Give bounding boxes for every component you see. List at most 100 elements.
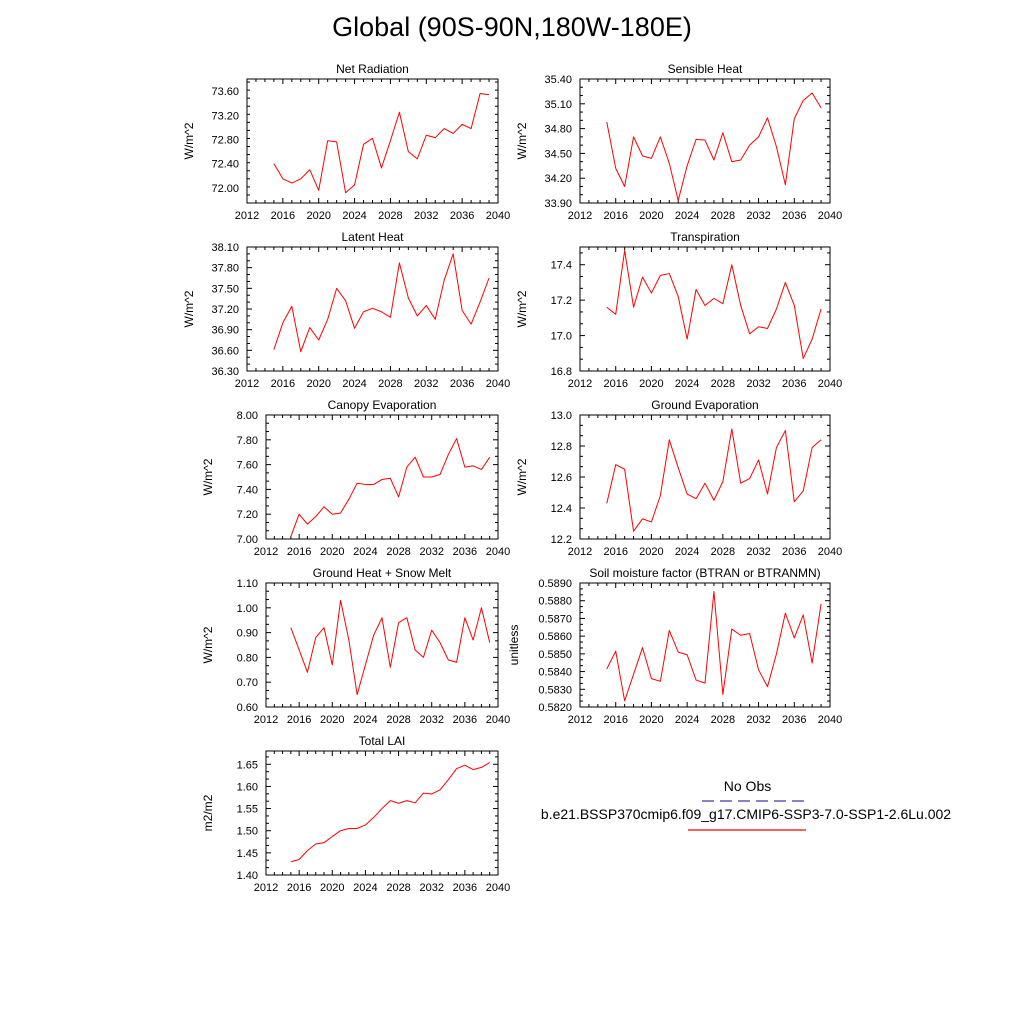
plot-frame <box>265 414 499 540</box>
x-tick-label: 2028 <box>378 378 402 390</box>
chart-panel-3: Latent Heat 2012 2016 2020 2024 2028 2032 2036 2… <box>182 230 510 390</box>
x-tick-label: 2020 <box>306 378 330 390</box>
y-tick-label: 13.0 <box>551 410 572 422</box>
panel-title: Soil moisture factor (BTRAN or BTRANMN) <box>589 566 820 580</box>
x-tick-label: 2016 <box>603 210 627 222</box>
y-tick-label: 33.90 <box>544 198 572 210</box>
x-tick-label: 2016 <box>271 378 295 390</box>
plot-frame <box>246 78 499 204</box>
y-tick-label: 0.5870 <box>538 613 572 625</box>
y-tick-label: 0.5890 <box>538 578 572 590</box>
x-tick-label: 2040 <box>818 546 842 558</box>
y-tick-label: 73.60 <box>211 86 239 98</box>
x-tick-label: 2036 <box>782 714 806 726</box>
plot-frame <box>579 414 831 540</box>
y-tick-label: 36.60 <box>211 345 239 357</box>
series-line <box>606 591 822 702</box>
series-line <box>290 438 491 537</box>
y-tick-label: 12.2 <box>551 534 572 546</box>
x-tick-label: 2012 <box>568 546 592 558</box>
x-tick-label: 2012 <box>235 378 259 390</box>
y-tick-label: 0.5860 <box>538 631 572 643</box>
x-tick-label: 2028 <box>378 210 402 222</box>
x-tick-label: 2028 <box>386 882 410 894</box>
x-tick-label: 2020 <box>639 714 663 726</box>
x-tick-label: 2032 <box>746 714 770 726</box>
x-tick-label: 2020 <box>320 546 344 558</box>
y-tick-label: 0.90 <box>237 628 258 640</box>
x-tick-label: 2028 <box>711 378 735 390</box>
y-tick-label: 8.00 <box>237 410 258 422</box>
x-tick-label: 2016 <box>603 378 627 390</box>
y-tick-label: 72.00 <box>211 183 239 195</box>
y-tick-label: 7.80 <box>237 435 258 447</box>
x-tick-label: 2012 <box>568 210 592 222</box>
panel-title: Sensible Heat <box>668 62 743 76</box>
y-axis-label: W/m^2 <box>515 458 529 495</box>
x-tick-label: 2028 <box>386 546 410 558</box>
y-tick-label: 17.4 <box>551 260 572 272</box>
y-tick-label: 1.40 <box>237 870 258 882</box>
panel-title: Ground Evaporation <box>651 398 758 412</box>
chart-panel-5: Canopy Evaporation 2012 2016 2020 2024 2028 20… <box>201 398 510 558</box>
y-tick-label: 0.5840 <box>538 667 572 679</box>
x-tick-label: 2020 <box>639 378 663 390</box>
y-tick-label: 37.80 <box>211 263 239 275</box>
x-tick-label: 2024 <box>675 378 699 390</box>
x-tick-label: 2032 <box>746 210 770 222</box>
x-tick-label: 2012 <box>235 210 259 222</box>
x-tick-label: 2040 <box>486 378 510 390</box>
y-tick-label: 1.65 <box>237 759 258 771</box>
series-line <box>273 253 490 353</box>
panel-title: Latent Heat <box>341 230 404 244</box>
x-tick-label: 2016 <box>287 714 311 726</box>
legend-obs-line <box>702 800 806 802</box>
x-tick-label: 2036 <box>453 546 477 558</box>
y-tick-label: 0.80 <box>237 652 258 664</box>
x-tick-label: 2024 <box>675 210 699 222</box>
y-axis-label: W/m^2 <box>182 122 196 159</box>
y-axis-label: m2/m2 <box>201 794 215 831</box>
y-tick-label: 35.10 <box>544 99 572 111</box>
y-tick-label: 34.50 <box>544 148 572 160</box>
x-tick-label: 2012 <box>254 882 278 894</box>
series-line <box>606 92 822 202</box>
legend-case-label: b.e21.BSSP370cmip6.f09_g17.CMIP6-SSP3-7.… <box>540 806 952 822</box>
y-tick-label: 0.5830 <box>538 684 572 696</box>
x-tick-label: 2040 <box>486 546 510 558</box>
x-tick-label: 2036 <box>453 882 477 894</box>
plot-frame <box>579 582 831 708</box>
y-tick-label: 7.20 <box>237 509 258 521</box>
x-tick-label: 2012 <box>568 714 592 726</box>
y-tick-label: 72.80 <box>211 134 239 146</box>
x-tick-label: 2036 <box>782 378 806 390</box>
x-tick-label: 2028 <box>711 714 735 726</box>
x-tick-label: 2032 <box>419 714 443 726</box>
chart-panel-8: Soil moisture factor (BTRAN or BTRANMN) 2… <box>507 566 842 726</box>
series-line <box>606 250 822 360</box>
panel-title: Net Radiation <box>336 62 409 76</box>
y-tick-label: 12.6 <box>551 472 572 484</box>
x-tick-label: 2032 <box>419 882 443 894</box>
x-tick-label: 2024 <box>675 546 699 558</box>
x-tick-label: 2016 <box>603 714 627 726</box>
y-axis-label: W/m^2 <box>201 626 215 663</box>
legend-obs-label: No Obs <box>723 778 772 794</box>
x-tick-label: 2024 <box>675 714 699 726</box>
x-tick-label: 2040 <box>818 210 842 222</box>
y-tick-label: 38.10 <box>211 242 239 254</box>
x-tick-label: 2012 <box>254 546 278 558</box>
y-tick-label: 12.8 <box>551 441 572 453</box>
y-tick-label: 35.40 <box>544 74 572 86</box>
x-tick-label: 2032 <box>746 546 770 558</box>
x-tick-label: 2032 <box>414 210 438 222</box>
x-tick-label: 2040 <box>818 378 842 390</box>
panel-title: Ground Heat + Snow Melt <box>313 566 452 580</box>
y-tick-label: 17.0 <box>551 331 572 343</box>
x-tick-label: 2028 <box>711 210 735 222</box>
x-tick-label: 2012 <box>568 378 592 390</box>
y-tick-label: 0.5880 <box>538 596 572 608</box>
x-tick-label: 2020 <box>639 546 663 558</box>
y-axis-label: W/m^2 <box>201 458 215 495</box>
